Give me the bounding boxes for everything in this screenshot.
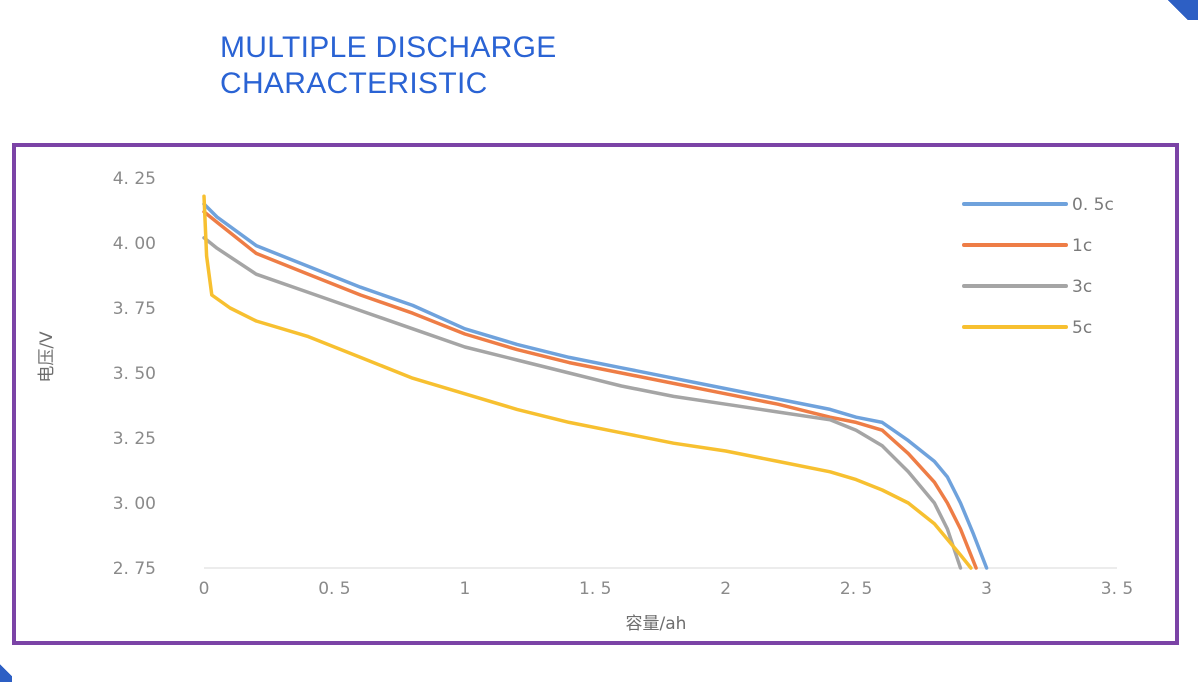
y-tick-label: 4. 25	[113, 169, 156, 189]
corner-decoration-top	[1158, 0, 1198, 20]
x-tick-label: 0	[199, 579, 210, 599]
x-tick-label: 3	[981, 579, 992, 599]
y-tick-label: 3. 25	[113, 429, 156, 449]
series-line-3c	[202, 236, 963, 570]
y-tick-label: 4. 00	[113, 234, 156, 254]
x-tick-label: 1	[459, 579, 470, 599]
y-tick-labels: 2. 75 3. 00 3. 25 3. 50 3. 75 4. 00 4. 25	[113, 169, 1117, 579]
x-tick-label: 2	[720, 579, 731, 599]
series-line-1c	[202, 210, 978, 570]
y-tick-label: 2. 75	[113, 559, 156, 579]
legend: 0. 5c 1c 3c 5c	[962, 195, 1114, 338]
x-tick-label: 0. 5	[318, 579, 350, 599]
y-tick-label: 3. 00	[113, 494, 156, 514]
discharge-chart: 2. 75 3. 00 3. 25 3. 50 3. 75 4. 00 4. 25 0 0. …	[37, 169, 1134, 634]
legend-label: 1c	[1072, 236, 1092, 256]
series-line-5c	[202, 194, 973, 570]
series-line-05c	[202, 202, 989, 570]
legend-label: 0. 5c	[1072, 195, 1114, 215]
y-tick-label: 3. 75	[113, 299, 156, 319]
x-tick-labels: 0 0. 5 1 1. 5 2 2. 5 3 3. 5	[199, 579, 1134, 599]
series-layer	[202, 194, 989, 570]
title-line-2: CHARACTERISTIC	[220, 67, 488, 100]
corner-decoration-bottom	[0, 658, 12, 682]
y-axis-title: 电压/V	[37, 331, 57, 383]
chart-frame: 2. 75 3. 00 3. 25 3. 50 3. 75 4. 00 4. 25 0 0. …	[12, 143, 1179, 645]
x-tick-label: 3. 5	[1101, 579, 1133, 599]
x-axis-title: 容量/ah	[626, 614, 687, 634]
page-title: MULTIPLE DISCHARGE CHARACTERISTIC	[220, 30, 557, 102]
y-tick-label: 3. 50	[113, 364, 156, 384]
legend-label: 3c	[1072, 277, 1092, 297]
x-tick-label: 1. 5	[579, 579, 611, 599]
legend-label: 5c	[1072, 318, 1092, 338]
title-line-1: MULTIPLE DISCHARGE	[220, 31, 557, 64]
x-tick-label: 2. 5	[840, 579, 872, 599]
